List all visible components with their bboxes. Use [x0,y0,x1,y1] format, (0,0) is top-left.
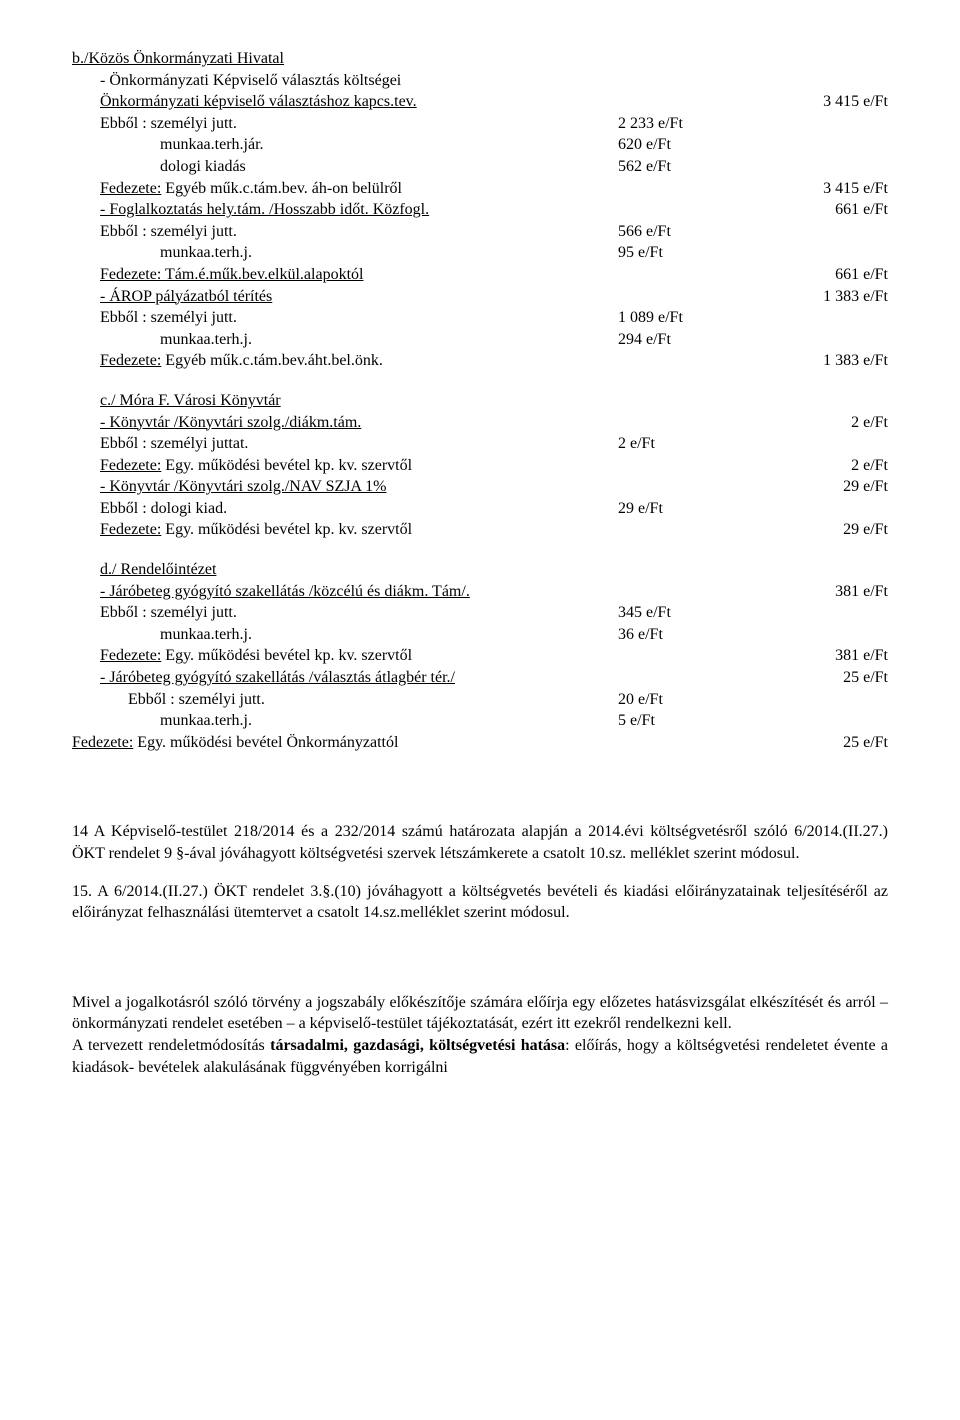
text-line: Fedezete: [100,647,161,664]
text-line: Fedezete: [100,352,161,369]
text-line: Fedezete: [72,734,133,751]
text-line: Fedezete: Tám.é.műk.bev.elkül.alapoktól [100,266,363,283]
text-line: Ebből : személyi jutt. [72,689,618,711]
text-line: Egy. működési bevétel Önkormányzattól [133,734,398,751]
amount: 345 e/Ft [618,602,758,624]
amount: 29 e/Ft [758,476,888,498]
text-line: - Járóbeteg gyógyító szakellátás /válasz… [100,669,455,686]
text-line: - ÁROP pályázatból térítés [100,288,272,305]
amount: 5 e/Ft [618,710,758,732]
text-line: Egyéb műk.c.tám.bev. áh-on belülről [161,180,402,197]
amount: 29 e/Ft [758,519,888,541]
amount: 620 e/Ft [618,134,758,156]
amount: 3 415 e/Ft [758,178,888,200]
amount: 381 e/Ft [758,645,888,667]
text-line: - Foglalkoztatás hely.tám. /Hosszabb idő… [100,201,429,218]
amount: 3 415 e/Ft [758,91,888,113]
text-span-bold: társadalmi, gazdasági, költségvetési hat… [270,1037,565,1054]
text-line: - Önkormányzati Képviselő választás költ… [72,70,888,92]
section-c-title: c./ Móra F. Városi Könyvtár [100,392,281,409]
paragraph-14: 14 A Képviselő-testület 218/2014 és a 23… [72,821,888,864]
text-line: munkaa.terh.j. [72,329,618,351]
amount: 381 e/Ft [758,581,888,603]
text-line: munkaa.terh.j. [72,710,618,732]
amount: 2 e/Ft [618,433,758,455]
text-line: Ebből : személyi juttat. [72,433,618,455]
amount: 1 383 e/Ft [758,286,888,308]
section-b: b./Közös Önkormányzati Hivatal - Önkormá… [72,48,888,372]
paragraph-mivel: Mivel a jogalkotásról szóló törvény a jo… [72,992,888,1035]
text-line: Ebből : dologi kiad. [72,498,618,520]
section-c: c./ Móra F. Városi Könyvtár - Könyvtár /… [72,390,888,541]
text-line: Egy. működési bevétel kp. kv. szervtől [161,521,412,538]
amount: 562 e/Ft [618,156,758,178]
amount: 2 e/Ft [758,412,888,434]
text-line: Ebből : személyi jutt. [72,113,618,135]
amount: 95 e/Ft [618,242,758,264]
amount: 36 e/Ft [618,624,758,646]
text-line: Egy. működési bevétel kp. kv. szervtől [161,457,412,474]
text-line: Egy. működési bevétel kp. kv. szervtől [161,647,412,664]
text-line: munkaa.terh.jár. [72,134,618,156]
text-line: - Járóbeteg gyógyító szakellátás /közcél… [100,583,470,600]
text-line: Ebből : személyi jutt. [72,221,618,243]
paragraph-15: 15. A 6/2014.(II.27.) ÖKT rendelet 3.§.(… [72,881,888,924]
text-line: Önkormányzati képviselő választáshoz kap… [100,93,417,110]
text-span: A tervezett rendeletmódosítás [72,1037,270,1054]
amount: 25 e/Ft [758,667,888,689]
amount: 25 e/Ft [758,732,888,754]
text-line: Fedezete: [100,521,161,538]
text-line: Ebből : személyi jutt. [72,602,618,624]
amount: 566 e/Ft [618,221,758,243]
amount: 1 383 e/Ft [758,350,888,372]
text-line: - Könyvtár /Könyvtári szolg./diákm.tám. [100,414,361,431]
section-d-title: d./ Rendelőintézet [100,561,216,578]
section-b-title: b./Közös Önkormányzati Hivatal [72,50,284,67]
text-line: munkaa.terh.j. [72,624,618,646]
amount: 29 e/Ft [618,498,758,520]
paragraph-tervezett: A tervezett rendeletmódosítás társadalmi… [72,1035,888,1078]
section-d: d./ Rendelőintézet - Járóbeteg gyógyító … [72,559,888,753]
amount: 661 e/Ft [758,199,888,221]
text-line: Fedezete: [100,457,161,474]
amount: 2 233 e/Ft [618,113,758,135]
amount: 2 e/Ft [758,455,888,477]
amount: 294 e/Ft [618,329,758,351]
text-line: dologi kiadás [72,156,618,178]
text-line: munkaa.terh.j. [72,242,618,264]
text-line: - Könyvtár /Könyvtári szolg./NAV SZJA 1% [100,478,387,495]
text-line: Egyéb műk.c.tám.bev.áht.bel.önk. [161,352,383,369]
text-line: Ebből : személyi jutt. [72,307,618,329]
amount: 1 089 e/Ft [618,307,758,329]
text-line: Fedezete: [100,180,161,197]
amount: 20 e/Ft [618,689,758,711]
amount: 661 e/Ft [758,264,888,286]
